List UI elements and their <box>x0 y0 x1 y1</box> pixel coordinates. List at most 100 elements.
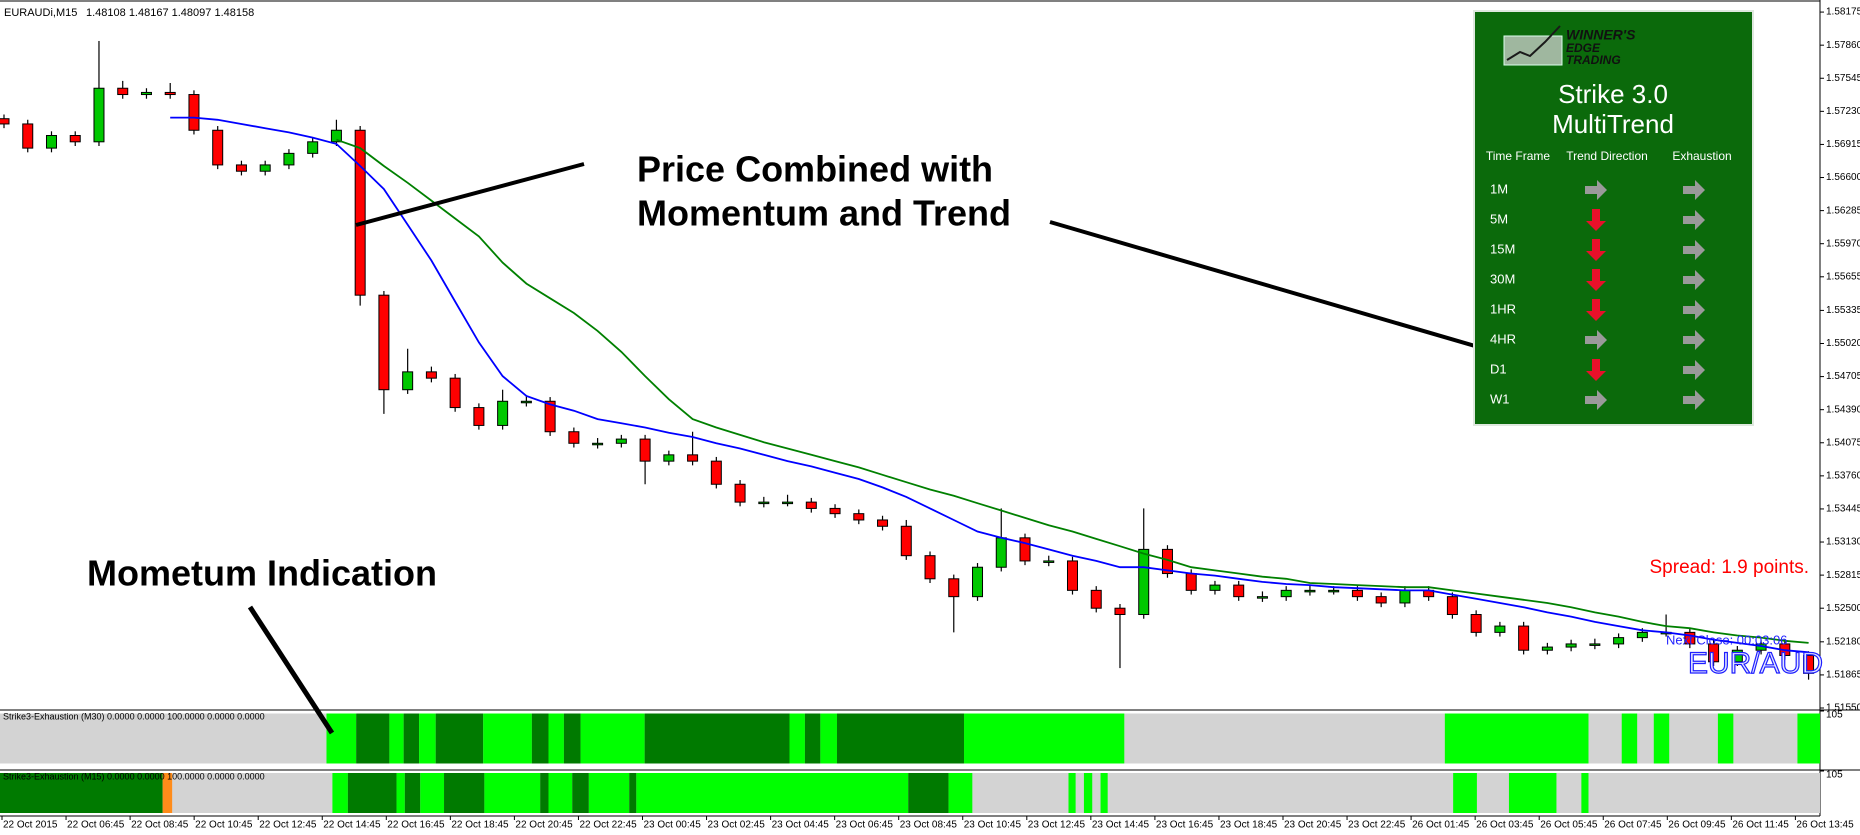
exhaustion-band <box>548 773 573 813</box>
exhaustion-band <box>548 713 564 764</box>
next-close: Next Close: 00:03:06 <box>1666 632 1787 647</box>
pair: EUR/AUD <box>1688 647 1823 680</box>
candle-body <box>710 460 722 485</box>
x-tick-label: 23 Oct 10:45 <box>964 820 1022 830</box>
exhaustion-band <box>1797 713 1820 764</box>
x-tick-label: 23 Oct 00:45 <box>644 820 702 830</box>
x-tick-label: 26 Oct 01:45 <box>1412 820 1470 830</box>
trend-arrow <box>1586 239 1606 261</box>
panel-title: MultiTrend <box>1552 109 1674 139</box>
exhaustion-band <box>580 713 645 764</box>
panel-header: Time Frame <box>1486 149 1551 163</box>
candle-body <box>639 438 651 462</box>
timeframe: 1M <box>1490 181 1508 196</box>
x-tick-label: 23 Oct 02:45 <box>708 820 766 830</box>
exhaustion-band <box>789 713 805 764</box>
exhaustion-band <box>948 773 973 813</box>
exhaustion-band <box>588 773 630 813</box>
multitrend-panel: WINNER'S EDGE TRADING Strike 3.0 MultiTr… <box>1473 10 1754 426</box>
candle-body <box>117 87 129 96</box>
trend-arrow <box>1683 390 1705 410</box>
exhaustion-band <box>0 773 163 813</box>
candle-body <box>449 377 461 409</box>
y-tick-label: 1.57230 <box>1826 106 1860 117</box>
y-tick-label: 1.54075 <box>1826 437 1860 448</box>
exhaustion-band <box>347 773 397 813</box>
candle-body <box>1090 589 1102 609</box>
candle-body <box>520 400 532 404</box>
exhaustion-band <box>1444 713 1589 764</box>
candle-body <box>1304 589 1316 593</box>
trend-arrow <box>1683 300 1705 320</box>
x-tick-label: 23 Oct 22:45 <box>1348 820 1406 830</box>
annotation: Momentum and Trend <box>637 193 1011 234</box>
pointer-line <box>247 605 335 735</box>
x-tick-label: 22 Oct 16:45 <box>387 820 445 830</box>
trend-arrow <box>1585 180 1607 200</box>
timeframe: 30M <box>1490 271 1515 286</box>
exhaustion-band <box>1653 713 1670 764</box>
annotation: Mometum Indication <box>87 553 437 594</box>
timeframe: 5M <box>1490 211 1508 226</box>
pane-tick-label: 105 <box>1826 770 1843 781</box>
exhaustion-band <box>1068 773 1076 813</box>
panel-header: Trend Direction <box>1566 149 1648 163</box>
logo-text: WINNER'S <box>1566 27 1636 43</box>
exhaustion-band <box>572 773 589 813</box>
candle-body <box>188 94 200 131</box>
candle-body <box>995 537 1007 568</box>
exhaustion-band <box>1453 773 1477 813</box>
candle-body <box>1185 573 1197 591</box>
x-tick-label: 22 Oct 08:45 <box>131 820 189 830</box>
exhaustion-band <box>435 713 484 764</box>
y-tick-label: 1.58175 <box>1826 7 1860 18</box>
exhaustion-band <box>1083 773 1093 813</box>
candle-body <box>497 400 509 426</box>
x-tick-label: 23 Oct 16:45 <box>1156 820 1214 830</box>
exhaustion-band <box>420 773 445 813</box>
logo-text: EDGE <box>1566 41 1601 55</box>
y-tick-label: 1.55655 <box>1826 271 1860 282</box>
exhaustion-band <box>326 713 357 764</box>
x-tick-label: 26 Oct 13:45 <box>1796 820 1854 830</box>
exhaustion-band <box>1621 713 1638 764</box>
exhaustion-band <box>484 773 541 813</box>
x-tick-label: 23 Oct 04:45 <box>772 820 830 830</box>
trend-arrow <box>1683 240 1705 260</box>
spread: Spread: 1.9 points. <box>1650 557 1810 578</box>
exhaustion-band <box>444 773 485 813</box>
trend-arrow <box>1586 209 1606 231</box>
trend-arrow <box>1585 390 1607 410</box>
candle-body <box>45 135 57 149</box>
y-tick-label: 1.57860 <box>1826 40 1860 51</box>
exhaustion-band <box>804 713 821 764</box>
candle-body <box>663 454 675 462</box>
y-tick-label: 1.53760 <box>1826 470 1860 481</box>
exhaustion-band <box>396 773 405 813</box>
candle-body <box>1375 596 1387 604</box>
candle-body <box>544 400 556 433</box>
candle-body <box>473 407 485 426</box>
candle-body <box>1328 589 1340 593</box>
exhaustion-band <box>644 713 790 764</box>
candle-body <box>734 483 746 503</box>
y-tick-label: 1.54390 <box>1826 404 1860 415</box>
x-tick-label: 26 Oct 09:45 <box>1668 820 1726 830</box>
candle-body <box>948 578 960 598</box>
panel-title: Strike 3.0 <box>1558 79 1668 109</box>
candle-body <box>378 294 390 391</box>
x-tick-label: 26 Oct 03:45 <box>1476 820 1534 830</box>
symbol: EURAUDi,M15 <box>4 7 77 19</box>
candle-body <box>972 566 984 598</box>
candle-body <box>0 118 10 125</box>
candle-body <box>1636 631 1648 639</box>
x-tick-label: 26 Oct 11:45 <box>1732 820 1789 830</box>
y-tick-label: 1.56915 <box>1826 139 1860 150</box>
candle-body <box>1043 560 1055 563</box>
candle-body <box>805 501 817 509</box>
timeframe: 15M <box>1490 241 1515 256</box>
candle-body <box>1233 584 1245 598</box>
candle-body <box>924 555 936 580</box>
